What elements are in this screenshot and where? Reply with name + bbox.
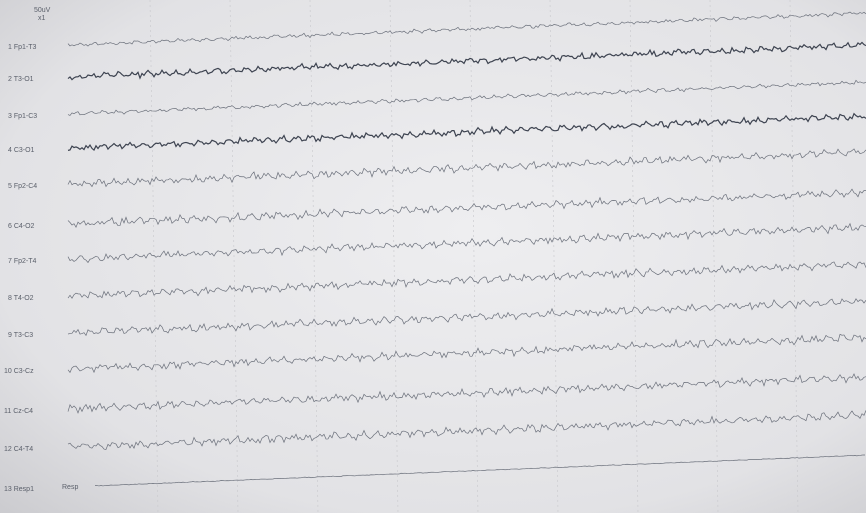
channel-label: 13 Resp1: [4, 486, 34, 493]
channel-label: 9 T3-C3: [8, 332, 33, 339]
scale-label: 50uV: [34, 7, 51, 14]
eeg-photo: 50uV x1 Resp 1 Fp1-T3 2 T3-O1 3 Fp1-C3 4 C3…: [0, 0, 866, 513]
channel-label: 7 Fp2-T4: [8, 258, 37, 265]
channel-label: 10 C3-Cz: [4, 368, 34, 375]
channel-label: 3 Fp1-C3: [8, 113, 37, 120]
resp-label: Resp: [62, 484, 78, 491]
channel-label: 2 T3-O1: [8, 76, 34, 83]
channel-label: 6 C4-O2: [8, 223, 35, 230]
channel-label: 5 Fp2-C4: [8, 183, 37, 190]
gain-label: x1: [38, 15, 46, 22]
channel-label: 12 C4-T4: [4, 446, 33, 453]
channel-label: 1 Fp1-T3: [8, 44, 37, 51]
paper: [0, 0, 866, 513]
channel-label: 8 T4-O2: [8, 295, 34, 302]
channel-label: 11 Cz-C4: [4, 408, 33, 415]
channel-label: 4 C3-O1: [8, 147, 35, 154]
